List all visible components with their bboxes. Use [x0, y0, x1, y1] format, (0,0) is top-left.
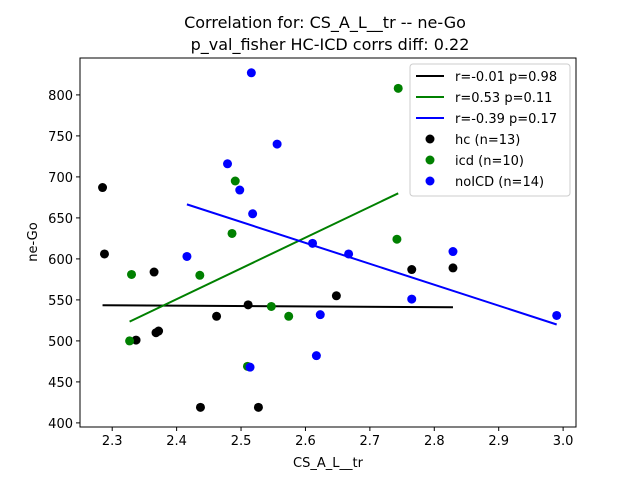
point-s0-5 [154, 326, 164, 336]
point-s1-3 [227, 228, 237, 238]
x-tick-label: 2.5 [231, 434, 252, 449]
legend-label: icd (n=10) [455, 154, 524, 169]
point-s0-1 [99, 249, 109, 259]
y-tick-label: 800 [48, 89, 73, 104]
point-s2-8 [311, 351, 321, 361]
legend-marker-swatch [425, 134, 435, 144]
point-s1-0 [125, 336, 135, 346]
x-tick-label: 2.8 [424, 434, 445, 449]
y-tick-label: 450 [48, 376, 73, 391]
y-tick-label: 500 [48, 335, 73, 350]
x-tick-label: 2.7 [360, 434, 381, 449]
point-s0-8 [243, 300, 253, 310]
point-s1-9 [393, 83, 403, 93]
fit-line-1 [129, 192, 399, 323]
point-s0-3 [149, 267, 159, 277]
x-axis: 2.3 2.4 2.5 2.6 2.7 2.8 2.9 3.0 [102, 427, 574, 449]
point-s0-12 [448, 263, 458, 273]
legend-label: r=-0.39 p=0.17 [455, 112, 557, 127]
point-s0-9 [253, 402, 263, 412]
point-s2-2 [235, 185, 245, 195]
x-tick-label: 2.4 [166, 434, 187, 449]
y-tick-label: 600 [48, 253, 73, 268]
point-s2-1 [223, 159, 233, 169]
chart-title: Correlation for: CS_A_L__tr -- ne-Go [184, 13, 466, 33]
point-s1-4 [230, 176, 240, 186]
scatter-points [98, 68, 562, 412]
plot-frame [79, 57, 577, 428]
y-tick-label: 750 [48, 130, 73, 145]
y-tick-label: 650 [48, 212, 73, 227]
point-s1-1 [127, 269, 137, 279]
legend-label: noICD (n=14) [455, 175, 544, 190]
fit-line-2 [186, 203, 557, 326]
x-tick-label: 2.9 [488, 434, 509, 449]
point-s0-0 [98, 183, 108, 193]
chart-subtitle: p_val_fisher HC-ICD corrs diff: 0.22 [191, 35, 470, 55]
point-s1-2 [195, 270, 205, 280]
point-s2-11 [407, 294, 417, 304]
y-tick-label: 550 [48, 294, 73, 309]
point-s1-6 [266, 301, 276, 311]
point-s2-12 [448, 247, 458, 257]
legend-label: r=0.53 p=0.11 [455, 91, 552, 106]
point-s2-6 [272, 139, 282, 149]
legend: r=-0.01 p=0.98 r=0.53 p=0.11 r=-0.39 p=0.1… [409, 63, 571, 197]
point-s2-9 [315, 310, 325, 320]
x-tick-label: 2.3 [102, 434, 123, 449]
point-s2-10 [344, 249, 354, 259]
legend-label: hc (n=13) [455, 133, 520, 148]
point-s2-3 [245, 362, 255, 372]
point-s2-13 [552, 310, 562, 320]
y-axis-label: ne-Go [26, 222, 41, 261]
point-s2-4 [246, 68, 256, 78]
y-axis: 400 450 500 550 600 650 700 750 800 [48, 89, 80, 432]
legend-marker-swatch [425, 176, 435, 186]
legend-label: r=-0.01 p=0.98 [455, 70, 557, 85]
point-s0-11 [407, 265, 417, 275]
y-tick-label: 400 [48, 417, 73, 432]
point-s2-7 [308, 238, 318, 248]
point-s0-7 [212, 311, 222, 321]
point-s2-0 [182, 251, 192, 261]
x-tick-label: 3.0 [553, 434, 574, 449]
point-s0-6 [195, 402, 205, 412]
y-tick-label: 700 [48, 171, 73, 186]
legend-marker-swatch [425, 155, 435, 165]
point-s0-10 [331, 291, 341, 301]
point-s1-7 [284, 311, 294, 321]
x-tick-label: 2.6 [295, 434, 316, 449]
fit-lines [102, 192, 557, 326]
legend-box [409, 63, 571, 197]
point-s2-5 [248, 209, 258, 219]
x-axis-label: CS_A_L__tr [293, 456, 364, 471]
point-s1-8 [392, 234, 402, 244]
